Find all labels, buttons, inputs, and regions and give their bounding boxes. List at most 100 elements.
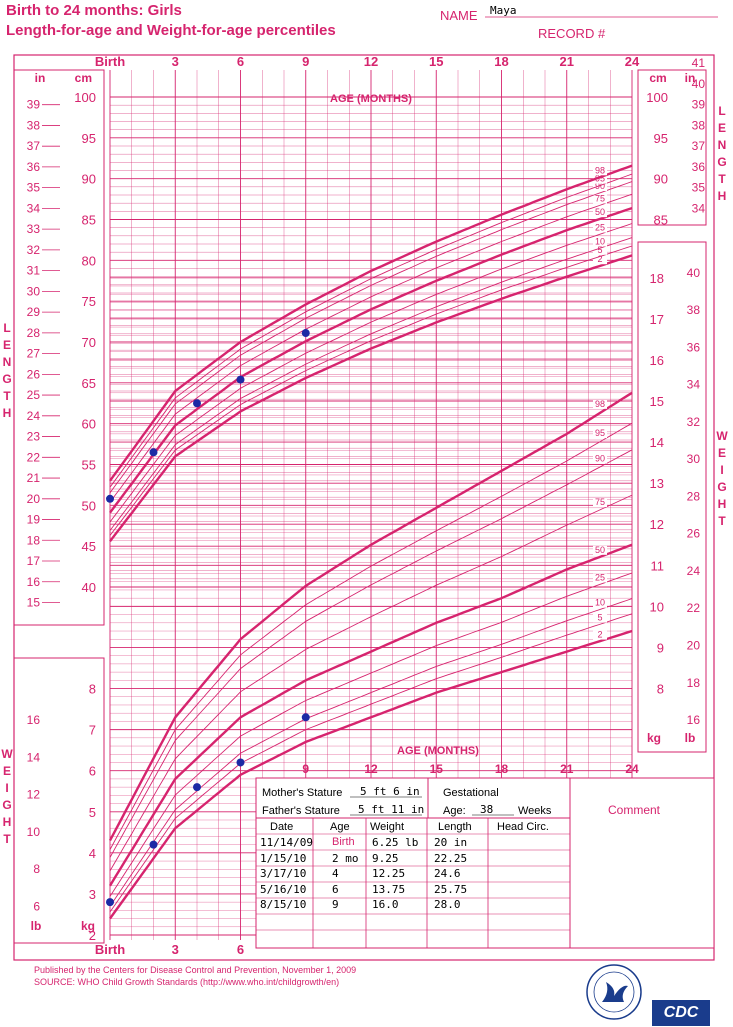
- table-cell[interactable]: 3/17/10: [260, 867, 307, 880]
- kg-tick-right: 14: [650, 435, 664, 450]
- kg-tick-right: 9: [657, 640, 664, 655]
- table-cell[interactable]: 9.25: [372, 851, 399, 865]
- in-tick-right: 35: [692, 181, 706, 195]
- table-cell[interactable]: Birth: [332, 836, 355, 848]
- lb-tick-right: 38: [687, 303, 701, 317]
- table-cell[interactable]: 13.75: [372, 882, 406, 896]
- length-percentile-curve-10: [109, 237, 633, 531]
- length-percentile-curve-label-bg: [593, 166, 607, 176]
- lb-tick-right: 40: [687, 266, 701, 280]
- weight-percentile-curve-95: [109, 422, 633, 850]
- in-tick-right: 40: [692, 77, 706, 91]
- length-side-label-right: L: [718, 104, 725, 118]
- in-tick-left: 23: [27, 430, 41, 444]
- cm-tick-left: 45: [82, 539, 96, 554]
- table-cell[interactable]: 28.0: [434, 898, 461, 911]
- right-weight-scale-box: [637, 241, 707, 753]
- lb-tick-right: 22: [687, 601, 701, 615]
- weight-percentile-curve-90: [109, 449, 633, 858]
- patient-weight-point: [106, 898, 114, 907]
- cm-tick-left: 95: [82, 131, 96, 146]
- weight-percentile-curve-label: 50: [595, 545, 605, 555]
- kg-unit-left: kg: [81, 919, 95, 933]
- table-cell[interactable]: 2 mo: [332, 851, 359, 865]
- length-side-label-right: E: [718, 121, 726, 135]
- table-cell[interactable]: 8/15/10: [260, 898, 307, 911]
- length-percentile-curve-98: [109, 164, 633, 482]
- in-tick-left: 27: [27, 347, 41, 361]
- cdc-logo: CDC: [652, 1000, 710, 1026]
- lb-tick-right: 28: [687, 489, 701, 503]
- lb-tick-left: 14: [27, 750, 41, 764]
- in-tick-left: 26: [27, 367, 41, 381]
- length-percentile-curve-90: [109, 181, 633, 494]
- table-cell[interactable]: 9: [332, 898, 339, 911]
- length-side-label-left: G: [2, 372, 11, 386]
- in-tick-left: 30: [27, 284, 41, 298]
- weight-percentile-curve-label: 98: [595, 399, 605, 409]
- kg-tick-left: 8: [89, 682, 96, 697]
- length-percentile-curve-label-bg: [593, 174, 607, 184]
- weight-percentile-curve-label-bg: [593, 399, 607, 409]
- lb-tick-right: 18: [687, 676, 701, 690]
- length-side-label-left: N: [3, 355, 12, 369]
- length-percentile-curve-95: [109, 173, 633, 488]
- weight-percentile-curve-5: [109, 613, 633, 913]
- lb-tick-right: 24: [687, 564, 701, 578]
- in-tick-left: 36: [27, 160, 41, 174]
- father-stature-label: Father's Stature: [262, 805, 340, 817]
- top-age-tick-label: 9: [302, 54, 309, 69]
- kg-tick-right: 15: [650, 394, 664, 409]
- weight-side-label-right: I: [720, 463, 723, 477]
- mother-stature-value[interactable]: 5 ft 6 in: [360, 785, 420, 798]
- mid-age-tick-label: 21: [560, 762, 574, 776]
- table-cell[interactable]: 11/14/09: [260, 836, 313, 849]
- chart-title-line2: Length-for-age and Weight-for-age percen…: [6, 22, 336, 39]
- table-cell[interactable]: 25.75: [434, 882, 468, 896]
- weight-percentile-curve-75: [109, 494, 633, 872]
- cm-tick-left: 85: [82, 213, 96, 228]
- weight-percentile-curve-50: [108, 543, 633, 887]
- kg-unit-right: kg: [647, 731, 661, 745]
- cm-tick-left: 80: [82, 253, 96, 268]
- gestational-label: Gestational: [443, 787, 499, 799]
- table-cell[interactable]: 22.25: [434, 851, 468, 865]
- table-cell[interactable]: 20 in: [434, 836, 468, 849]
- mid-age-tick-label: 9: [302, 762, 309, 776]
- kg-tick-left: 7: [89, 723, 96, 738]
- table-column-header: Length: [438, 821, 472, 833]
- cm-tick-right: 95: [654, 131, 668, 146]
- in-tick-right: 39: [692, 98, 706, 112]
- weight-percentile-curve-label-bg: [593, 630, 607, 640]
- father-stature-value[interactable]: 5 ft 11 in: [358, 803, 425, 816]
- gestational-age-value[interactable]: 38: [480, 803, 494, 816]
- cm-tick-right: 90: [654, 172, 668, 187]
- in-tick-left: 20: [27, 492, 41, 506]
- table-cell[interactable]: 12.25: [372, 867, 406, 880]
- length-side-label-left: L: [3, 321, 10, 335]
- table-cell[interactable]: 6: [332, 882, 339, 896]
- table-cell[interactable]: 4: [332, 867, 339, 880]
- top-age-tick-label: 18: [494, 54, 508, 69]
- in-tick-left: 39: [27, 98, 41, 112]
- table-cell[interactable]: 5/16/10: [260, 882, 307, 896]
- table-column-header: Head Circ.: [497, 821, 549, 833]
- table-cell[interactable]: 6.25 lb: [372, 836, 419, 849]
- weight-side-label-right: W: [716, 429, 728, 443]
- table-column-header: Weight: [370, 821, 405, 833]
- hhs-seal-icon: [586, 964, 642, 1020]
- comment-label: Comment: [608, 803, 661, 817]
- name-value[interactable]: Maya: [490, 4, 517, 17]
- lb-tick-right: 32: [687, 415, 701, 429]
- in-tick-left: 28: [27, 326, 41, 340]
- patient-length-point: [301, 329, 310, 338]
- table-cell[interactable]: 16.0: [372, 898, 399, 911]
- lb-tick-left: 12: [27, 788, 41, 802]
- kg-tick-left: 3: [89, 887, 96, 902]
- table-cell[interactable]: 1/15/10: [260, 851, 307, 865]
- in-tick-left: 24: [27, 409, 41, 423]
- top-age-tick-label: Birth: [95, 54, 125, 69]
- bottom-age-tick-label: 6: [237, 942, 244, 957]
- weight-side-label-left: E: [3, 764, 11, 778]
- table-cell[interactable]: 24.6: [434, 867, 461, 880]
